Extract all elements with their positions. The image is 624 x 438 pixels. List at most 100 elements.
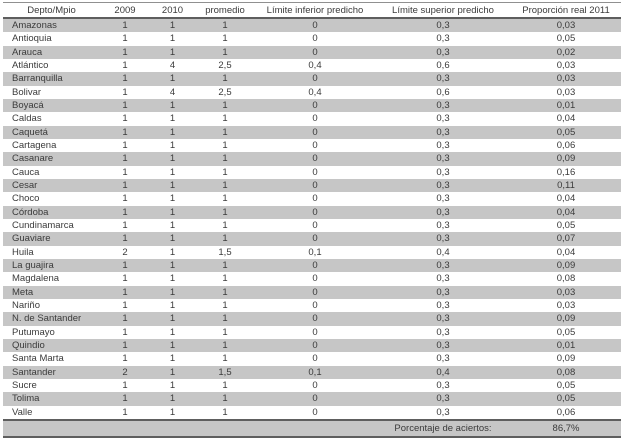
table-cell: 1 xyxy=(100,152,150,166)
header-cell-2: 2010 xyxy=(150,2,195,19)
table-cell: 0,04 xyxy=(556,193,576,205)
table-cell: 0,3 xyxy=(375,312,511,326)
table-cell: 0,09 xyxy=(556,353,576,365)
row-label: Quindio xyxy=(3,338,100,353)
table-cell: 1 xyxy=(222,166,228,178)
table-cell: 0,3 xyxy=(436,140,450,152)
table-row: Valle 1 1 1 0 0,3 0,06 xyxy=(3,406,621,420)
table-cell: 1 xyxy=(195,98,255,113)
row-label: Magdalena xyxy=(12,273,60,285)
table-cell: 0,3 xyxy=(375,338,511,353)
table-cell: 0 xyxy=(255,232,375,246)
table-cell: 1 xyxy=(122,193,128,205)
table-cell: 0,3 xyxy=(436,166,450,178)
table-cell: 0,4 xyxy=(308,86,322,98)
table-cell: 0 xyxy=(312,353,318,365)
table-cell: 1 xyxy=(222,353,228,365)
table-cell: 1 xyxy=(195,232,255,246)
table-cell: 1 xyxy=(169,380,176,392)
table-cell: 0,3 xyxy=(375,98,511,113)
table-row: Caldas 1 1 1 0 0,3 0,04 xyxy=(3,112,621,125)
table-cell: 2,5 xyxy=(218,60,232,72)
table-cell: 1 xyxy=(222,33,228,45)
row-label: La guajira xyxy=(3,258,100,273)
footer-spacer xyxy=(3,418,375,438)
table-cell: 0,03 xyxy=(556,60,576,72)
table-cell: 0 xyxy=(255,392,375,406)
table-cell: 1 xyxy=(150,338,195,353)
table-cell: 4 xyxy=(169,86,176,98)
row-label: Cauca xyxy=(12,166,40,178)
table-cell: 0,16 xyxy=(556,166,576,178)
row-label: N. de Santander xyxy=(3,312,100,326)
table-row: Cundinamarca 1 1 1 0 0,3 0,05 xyxy=(3,219,621,232)
table-row: Meta 1 1 1 0 0,3 0,03 xyxy=(3,285,621,299)
row-label: Antioquia xyxy=(12,33,52,45)
table-cell: 0 xyxy=(255,178,375,193)
table-cell: 1 xyxy=(100,98,150,113)
table-cell: 1 xyxy=(150,365,195,379)
table-cell: 1,5 xyxy=(218,246,232,258)
table-cell: 0,03 xyxy=(556,300,576,312)
row-label: Nariño xyxy=(12,300,40,312)
table-cell: 0,3 xyxy=(375,392,511,406)
table-cell: 1 xyxy=(195,285,255,299)
table-cell: 0,11 xyxy=(511,178,621,193)
table-cell: 0 xyxy=(312,380,318,392)
table-cell: 0 xyxy=(255,338,375,353)
table-cell: 1 xyxy=(150,392,195,406)
table-row: Casanare 1 1 1 0 0,3 0,09 xyxy=(3,152,621,166)
table-cell: 1 xyxy=(150,45,195,59)
header-row: Depto/Mpio 2009 2010 promedio Límite inferio… xyxy=(3,2,621,19)
table-cell: 0 xyxy=(255,98,375,113)
table-cell: 0,6 xyxy=(436,86,450,98)
row-label: Barranquilla xyxy=(3,72,100,86)
table-cell: 1 xyxy=(222,140,228,152)
table-cell: 0,3 xyxy=(436,380,450,392)
table-cell: 1 xyxy=(222,193,228,205)
table-cell: 1 xyxy=(122,166,128,178)
table-row: Magdalena 1 1 1 0 0,3 0,08 xyxy=(3,272,621,285)
table-cell: 0,6 xyxy=(436,60,450,72)
row-label: Guaviare xyxy=(3,232,100,246)
table-row: Quindio 1 1 1 0 0,3 0,01 xyxy=(3,338,621,353)
table-cell: 0,04 xyxy=(556,113,576,125)
table-cell: 1 xyxy=(100,232,150,246)
table-row: Choco 1 1 1 0 0,3 0,04 xyxy=(3,192,621,205)
table-row: La guajira 1 1 1 0 0,3 0,09 xyxy=(3,258,621,273)
table-cell: 0,06 xyxy=(556,406,576,418)
table-cell: 1 xyxy=(100,392,150,406)
row-label: Atlántico xyxy=(12,60,49,72)
row-label: Arauca xyxy=(3,45,100,59)
table-cell: 1 xyxy=(222,300,228,312)
table-cell: 1 xyxy=(122,113,128,125)
row-label: Cartagena xyxy=(12,140,57,152)
table-row: Nariño 1 1 1 0 0,3 0,03 xyxy=(3,299,621,312)
row-label: Bolivar xyxy=(12,86,42,98)
table-cell: 1 xyxy=(195,18,255,33)
table-cell: 0 xyxy=(312,113,318,125)
table-cell: 1 xyxy=(100,45,150,59)
table-cell: 0,06 xyxy=(556,140,576,152)
row-label: Putumayo xyxy=(12,326,55,338)
table-cell: 0,3 xyxy=(436,273,450,285)
table-row: Santa Marta 1 1 1 0 0,3 0,09 xyxy=(3,352,621,365)
row-label: Meta xyxy=(3,285,100,299)
table-cell: 1 xyxy=(122,140,128,152)
table-cell: 0,02 xyxy=(511,45,621,59)
table-cell: 0 xyxy=(255,312,375,326)
table-cell: 0 xyxy=(312,193,318,205)
table-row: Amazonas 1 1 1 0 0,3 0,03 xyxy=(3,18,621,33)
table-cell: 0,09 xyxy=(511,152,621,166)
table-row: Putumayo 1 1 1 0 0,3 0,05 xyxy=(3,326,621,339)
table-cell: 1 xyxy=(100,72,150,86)
table-cell: 1 xyxy=(150,18,195,33)
table-cell: 1 xyxy=(222,113,228,125)
table-row: Cauca 1 1 1 0 0,3 0,16 xyxy=(3,166,621,179)
table-cell: 1 xyxy=(169,113,176,125)
table-cell: 0,3 xyxy=(436,113,450,125)
table-cell: 1 xyxy=(169,406,176,418)
table-cell: 1 xyxy=(100,178,150,193)
table-cell: 1 xyxy=(222,220,228,232)
